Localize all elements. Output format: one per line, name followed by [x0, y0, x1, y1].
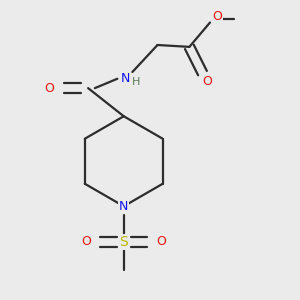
Text: O: O — [157, 236, 166, 248]
Text: N: N — [121, 72, 130, 85]
Text: O: O — [202, 75, 212, 88]
Text: O: O — [212, 10, 222, 23]
Text: N: N — [119, 200, 128, 213]
Text: S: S — [119, 235, 128, 249]
Text: O: O — [45, 82, 54, 94]
Text: H: H — [132, 77, 140, 87]
Text: O: O — [81, 236, 91, 248]
